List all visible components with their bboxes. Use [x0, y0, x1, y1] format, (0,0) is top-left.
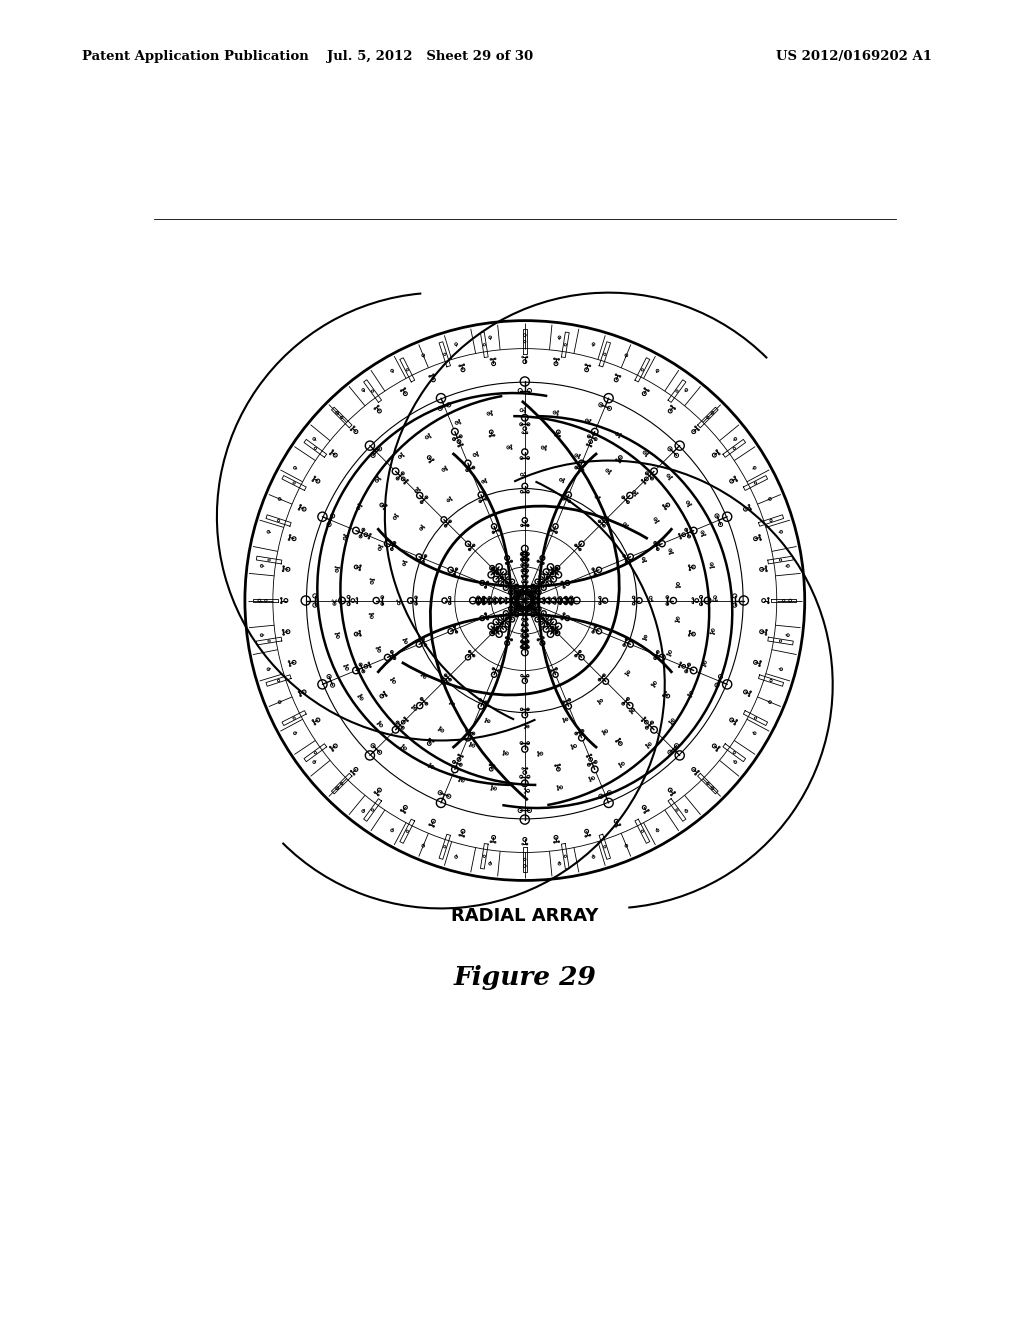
Text: Figure 29: Figure 29	[454, 965, 596, 990]
Text: US 2012/0169202 A1: US 2012/0169202 A1	[776, 50, 932, 63]
Text: RADIAL ARRAY: RADIAL ARRAY	[452, 907, 598, 925]
Text: Jul. 5, 2012   Sheet 29 of 30: Jul. 5, 2012 Sheet 29 of 30	[327, 50, 534, 63]
Circle shape	[245, 321, 805, 880]
Circle shape	[523, 599, 526, 602]
Text: Patent Application Publication: Patent Application Publication	[82, 50, 308, 63]
Circle shape	[524, 599, 525, 602]
